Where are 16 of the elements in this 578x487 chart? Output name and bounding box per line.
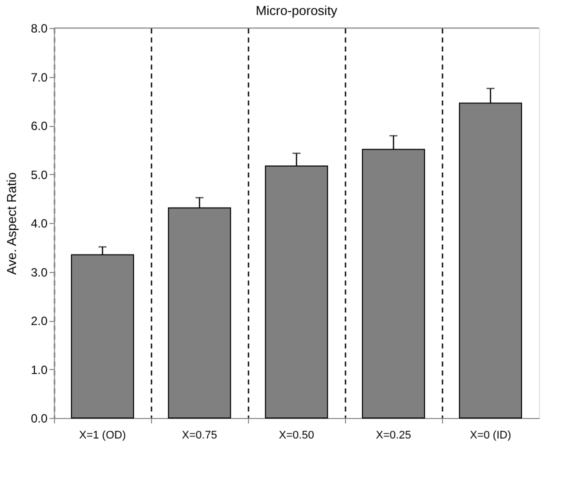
x-tick-label: X=0 (ID)	[470, 430, 512, 442]
y-tick-label: 7.0	[30, 70, 48, 84]
y-tick-label: 5.0	[30, 168, 48, 182]
x-tick-label: X=0.50	[278, 430, 314, 442]
y-axis-title: Ave. Aspect Ratio	[4, 172, 19, 275]
y-tick-label: 8.0	[30, 22, 48, 36]
y-tick-label: 2.0	[30, 314, 48, 328]
y-tick-label: 4.0	[30, 216, 48, 230]
y-tick-label: 0.0	[30, 412, 48, 426]
y-tick-label: 3.0	[30, 265, 48, 280]
chart-title: Micro-porosity	[256, 3, 338, 18]
x-tick-label: X=0.75	[182, 430, 218, 442]
y-tick-label: 6.0	[30, 119, 48, 133]
y-tick-label: 1.0	[30, 362, 48, 377]
x-tick-label: X=0.25	[376, 430, 412, 442]
x-tick-label: X=1 (OD)	[79, 430, 126, 442]
